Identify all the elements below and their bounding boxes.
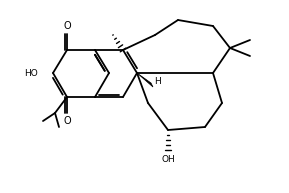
Text: HO: HO xyxy=(24,69,38,78)
Text: O: O xyxy=(63,21,71,31)
Polygon shape xyxy=(137,73,153,87)
Text: H: H xyxy=(155,76,161,85)
Text: O: O xyxy=(63,116,71,126)
Text: OH: OH xyxy=(161,156,175,164)
